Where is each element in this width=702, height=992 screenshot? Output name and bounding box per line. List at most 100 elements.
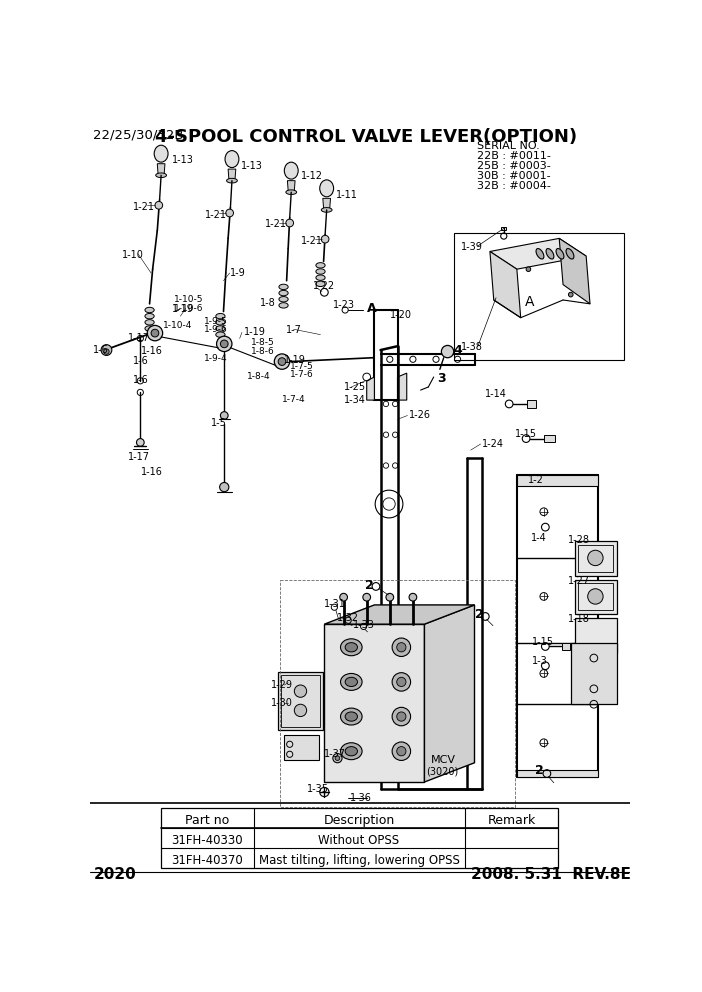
Text: 1-8-5: 1-8-5 bbox=[251, 338, 275, 347]
Polygon shape bbox=[490, 238, 586, 269]
Text: 1-8: 1-8 bbox=[260, 298, 276, 308]
Text: 1-12: 1-12 bbox=[300, 172, 322, 182]
Bar bbox=[501, 227, 506, 230]
Ellipse shape bbox=[216, 319, 225, 325]
Bar bbox=[575, 541, 617, 575]
Circle shape bbox=[286, 219, 293, 227]
Bar bbox=[278, 672, 323, 730]
Circle shape bbox=[278, 358, 286, 365]
Text: 1-11: 1-11 bbox=[336, 189, 358, 199]
Ellipse shape bbox=[546, 249, 554, 259]
Polygon shape bbox=[559, 238, 590, 304]
Text: 3: 3 bbox=[437, 372, 446, 385]
Circle shape bbox=[220, 412, 228, 420]
Ellipse shape bbox=[316, 275, 325, 281]
Ellipse shape bbox=[345, 678, 357, 686]
Text: 1-7: 1-7 bbox=[286, 325, 302, 335]
Text: 22B : #0011-: 22B : #0011- bbox=[477, 151, 550, 161]
Bar bbox=[281, 579, 515, 806]
Text: 31FH-40330: 31FH-40330 bbox=[171, 834, 243, 847]
Text: MCV: MCV bbox=[431, 755, 456, 765]
Text: 2008. 5.31  REV.8E: 2008. 5.31 REV.8E bbox=[470, 867, 630, 883]
Circle shape bbox=[397, 747, 406, 756]
Ellipse shape bbox=[279, 291, 288, 296]
Text: 4-SPOOL CONTROL VALVE LEVER(OPTION): 4-SPOOL CONTROL VALVE LEVER(OPTION) bbox=[155, 128, 577, 146]
Text: 1-15: 1-15 bbox=[515, 429, 536, 438]
Text: 2: 2 bbox=[365, 578, 374, 592]
Bar bbox=[517, 770, 597, 778]
Text: 1-10: 1-10 bbox=[122, 250, 144, 260]
Ellipse shape bbox=[340, 708, 362, 725]
Text: 1-10-5: 1-10-5 bbox=[174, 295, 204, 304]
Ellipse shape bbox=[340, 674, 362, 690]
Circle shape bbox=[322, 235, 329, 243]
Text: 1-32: 1-32 bbox=[338, 613, 359, 623]
Text: 30B : #0001-: 30B : #0001- bbox=[477, 171, 550, 181]
Text: 1-15: 1-15 bbox=[532, 637, 555, 647]
Circle shape bbox=[333, 754, 342, 763]
Text: 1-17: 1-17 bbox=[128, 333, 150, 343]
Circle shape bbox=[220, 482, 229, 492]
Text: 1-19: 1-19 bbox=[244, 327, 265, 337]
Bar bbox=[578, 583, 613, 610]
Text: A: A bbox=[525, 296, 535, 310]
Circle shape bbox=[147, 325, 163, 341]
Bar bbox=[454, 233, 624, 360]
Bar bbox=[161, 808, 557, 868]
Ellipse shape bbox=[227, 179, 237, 183]
Circle shape bbox=[220, 340, 228, 348]
Polygon shape bbox=[490, 252, 521, 317]
Text: 1-24: 1-24 bbox=[482, 438, 504, 448]
Text: 1-5: 1-5 bbox=[211, 418, 227, 428]
Ellipse shape bbox=[145, 319, 154, 325]
Circle shape bbox=[392, 673, 411, 691]
Text: 1-4: 1-4 bbox=[531, 534, 546, 544]
Text: 1-21: 1-21 bbox=[205, 210, 227, 220]
Text: 1-35: 1-35 bbox=[307, 784, 329, 794]
Circle shape bbox=[409, 593, 417, 601]
Text: 1-10-6: 1-10-6 bbox=[174, 304, 204, 312]
Text: Part no: Part no bbox=[185, 814, 230, 827]
Text: 1-19: 1-19 bbox=[172, 304, 194, 313]
Text: 1-7-4: 1-7-4 bbox=[282, 395, 305, 404]
Text: Description: Description bbox=[324, 814, 395, 827]
Text: 1-36: 1-36 bbox=[350, 793, 371, 803]
Text: 1-26: 1-26 bbox=[409, 410, 431, 420]
Text: 1-13: 1-13 bbox=[172, 155, 194, 166]
Text: 1-29: 1-29 bbox=[271, 680, 293, 689]
Circle shape bbox=[397, 712, 406, 721]
Ellipse shape bbox=[345, 747, 357, 756]
Text: 1-25: 1-25 bbox=[343, 382, 366, 393]
Ellipse shape bbox=[156, 173, 166, 178]
Circle shape bbox=[526, 267, 531, 272]
Text: 1-21: 1-21 bbox=[301, 236, 323, 246]
Circle shape bbox=[294, 704, 307, 716]
Circle shape bbox=[392, 638, 411, 657]
Text: 1-18: 1-18 bbox=[569, 614, 590, 624]
Ellipse shape bbox=[286, 189, 297, 194]
Text: 1-20: 1-20 bbox=[390, 310, 412, 320]
Ellipse shape bbox=[556, 249, 564, 259]
Text: 1-14: 1-14 bbox=[484, 389, 506, 399]
Circle shape bbox=[386, 593, 394, 601]
Bar bbox=[544, 434, 555, 442]
Ellipse shape bbox=[279, 284, 288, 290]
Text: 1-6: 1-6 bbox=[133, 375, 148, 386]
Text: 1-10-4: 1-10-4 bbox=[163, 320, 192, 329]
Polygon shape bbox=[228, 169, 236, 180]
Text: 1-9-6: 1-9-6 bbox=[204, 325, 227, 334]
Ellipse shape bbox=[345, 712, 357, 721]
Ellipse shape bbox=[345, 643, 357, 652]
Ellipse shape bbox=[340, 639, 362, 656]
Text: 2020: 2020 bbox=[93, 867, 136, 883]
Text: 1-8-4: 1-8-4 bbox=[247, 372, 271, 381]
Polygon shape bbox=[397, 373, 406, 400]
Ellipse shape bbox=[316, 263, 325, 268]
Text: 1-7-5: 1-7-5 bbox=[290, 362, 314, 371]
Text: 1-6: 1-6 bbox=[93, 345, 109, 355]
Text: 2: 2 bbox=[475, 608, 483, 621]
Text: 1-38: 1-38 bbox=[461, 342, 482, 352]
Text: 1-3: 1-3 bbox=[532, 657, 548, 667]
Ellipse shape bbox=[566, 249, 574, 259]
Text: 1-37: 1-37 bbox=[324, 749, 346, 759]
